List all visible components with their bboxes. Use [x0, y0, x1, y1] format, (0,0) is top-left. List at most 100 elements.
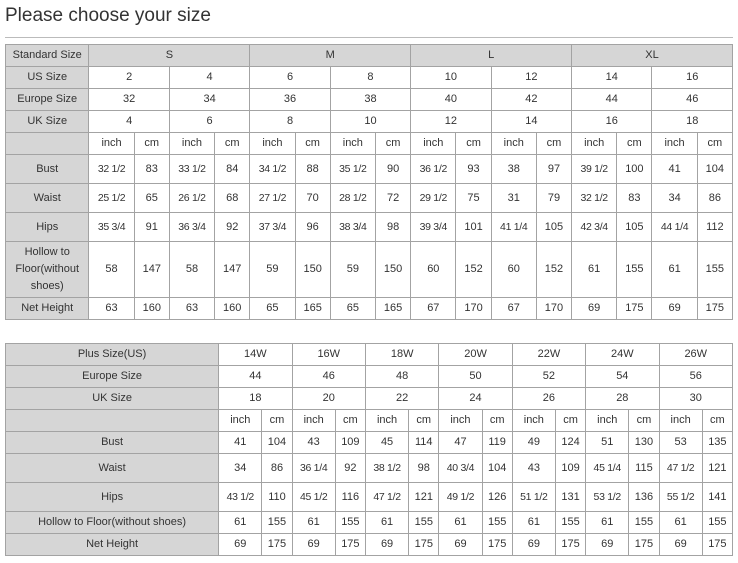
cm-value: 141 — [701, 482, 734, 512]
inch-value: 60 — [410, 241, 457, 298]
standard-size-table: Standard Size S M L XL US Size 2 4 6 8 10 12 14 16 Eur… — [4, 44, 734, 320]
europe-size-cell: 50 — [438, 365, 513, 388]
us-size-cell: 6 — [249, 66, 331, 89]
cm-value: 96 — [294, 212, 331, 242]
cm-value: 92 — [334, 453, 366, 483]
uk-size-cell: 14 — [490, 110, 573, 133]
uk-size-cell: 10 — [329, 110, 412, 133]
unit-cm: cm — [701, 409, 734, 432]
inch-value: 58 — [168, 241, 216, 298]
row-label: Bust — [4, 431, 220, 454]
europe-size-cell: 54 — [585, 365, 660, 388]
inch-value: 61 — [438, 511, 483, 534]
europe-size-cell: 44 — [571, 88, 653, 111]
inch-value: 34 1/2 — [249, 154, 296, 184]
cm-value: 119 — [481, 431, 513, 454]
row-label: UK Size — [4, 110, 90, 133]
inch-value: 42 3/4 — [571, 212, 618, 242]
unit-cm: cm — [133, 132, 170, 155]
row-label: Hips — [4, 482, 220, 512]
size-header: 22W — [511, 343, 587, 366]
header-row: Standard Size S M L XL — [4, 44, 733, 67]
inch-value: 47 1/2 — [658, 453, 703, 483]
cm-value: 105 — [535, 212, 573, 242]
inch-value: 59 — [329, 241, 376, 298]
europe-size-cell: 52 — [511, 365, 587, 388]
uk-size-cell: 6 — [168, 110, 251, 133]
measurement-row: Waist 34 86 36 1/4 92 38 1/2 98 40 3/4 104 43 109 4… — [4, 453, 734, 483]
cm-value: 175 — [334, 533, 366, 556]
row-label: UK Size — [4, 387, 220, 410]
row-label: Plus Size(US) — [4, 343, 220, 366]
inch-value: 51 — [585, 431, 630, 454]
cm-value: 147 — [133, 241, 170, 298]
cm-value: 112 — [696, 212, 734, 242]
inch-value: 34 — [218, 453, 263, 483]
unit-cm: cm — [696, 132, 734, 155]
cm-value: 175 — [481, 533, 513, 556]
inch-value: 41 1/4 — [490, 212, 537, 242]
inch-value: 69 — [438, 533, 483, 556]
inch-value: 28 1/2 — [329, 183, 376, 213]
us-size-row: US Size 2 4 6 8 10 12 14 16 — [4, 66, 733, 89]
cm-value: 155 — [628, 511, 660, 534]
unit-inch: inch — [651, 132, 698, 155]
inch-value: 44 1/4 — [651, 212, 698, 242]
inch-value: 59 — [249, 241, 296, 298]
inch-value: 53 1/2 — [585, 482, 630, 512]
cm-value: 109 — [554, 453, 587, 483]
inch-value: 36 1/2 — [410, 154, 457, 184]
unit-inch: inch — [658, 409, 703, 432]
cm-value: 116 — [334, 482, 366, 512]
inch-value: 55 1/2 — [658, 482, 703, 512]
cm-value: 100 — [616, 154, 653, 184]
page-title: Please choose your size — [5, 5, 211, 26]
row-label: Standard Size — [4, 44, 90, 67]
cm-value: 131 — [554, 482, 587, 512]
cm-value: 97 — [535, 154, 573, 184]
cm-value: 165 — [374, 297, 412, 320]
inch-value: 67 — [490, 297, 537, 320]
cm-value: 175 — [701, 533, 734, 556]
cm-value: 75 — [455, 183, 492, 213]
size-header: XL — [571, 44, 733, 67]
row-label: Waist — [4, 453, 220, 483]
cm-value: 135 — [701, 431, 734, 454]
cm-value: 155 — [701, 511, 734, 534]
cm-value: 92 — [214, 212, 251, 242]
cm-value: 160 — [214, 297, 251, 320]
unit-inch: inch — [585, 409, 630, 432]
unit-inch: inch — [410, 132, 457, 155]
inch-value: 29 1/2 — [410, 183, 457, 213]
cm-value: 165 — [294, 297, 331, 320]
us-size-cell: 10 — [410, 66, 492, 89]
cm-value: 90 — [374, 154, 412, 184]
unit-inch: inch — [329, 132, 376, 155]
plus-size-table: Plus Size(US) 14W 16W 18W 20W 22W 24W 26W Europe… — [4, 343, 734, 556]
row-label: Net Height — [4, 297, 90, 320]
inch-value: 49 — [511, 431, 556, 454]
inch-value: 35 3/4 — [88, 212, 135, 242]
cm-value: 175 — [554, 533, 587, 556]
uk-size-cell: 16 — [571, 110, 653, 133]
uk-size-cell: 18 — [218, 387, 293, 410]
cm-value: 114 — [408, 431, 440, 454]
cm-value: 70 — [294, 183, 331, 213]
europe-size-cell: 44 — [218, 365, 293, 388]
inch-value: 61 — [571, 241, 618, 298]
inch-value: 41 — [218, 431, 263, 454]
unit-cm: cm — [334, 409, 366, 432]
inch-value: 43 — [511, 453, 556, 483]
unit-cm: cm — [455, 132, 492, 155]
cm-value: 152 — [535, 241, 573, 298]
europe-size-cell: 32 — [88, 88, 170, 111]
cm-value: 88 — [294, 154, 331, 184]
cm-value: 160 — [133, 297, 170, 320]
europe-size-cell: 36 — [249, 88, 331, 111]
cm-value: 72 — [374, 183, 412, 213]
unit-row: inch cm inch cm inch cm inch cm inch cm inch cm inch… — [4, 132, 734, 155]
inch-value: 47 1/2 — [364, 482, 410, 512]
europe-size-cell: 46 — [651, 88, 733, 111]
inch-value: 69 — [291, 533, 336, 556]
title-divider — [5, 37, 733, 38]
